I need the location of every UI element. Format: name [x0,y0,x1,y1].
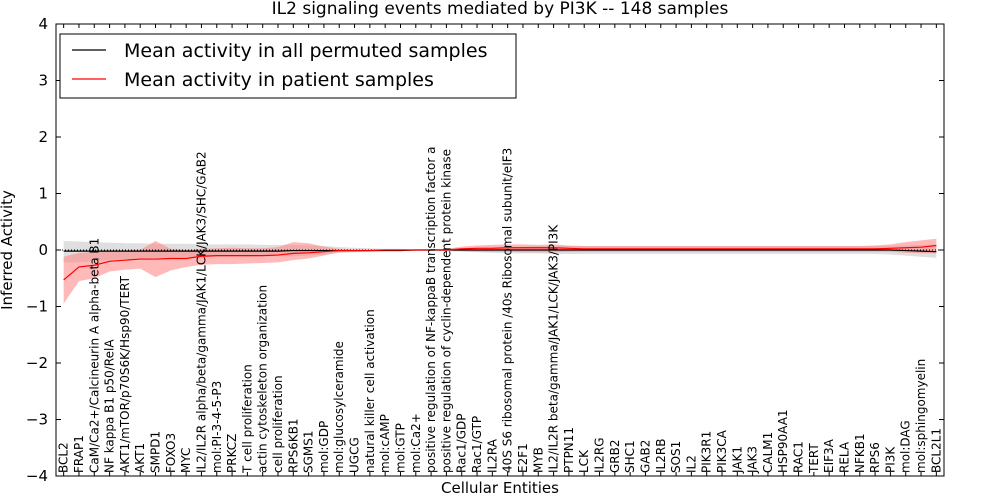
y-tick-label: 4 [38,15,48,33]
x-tick-label: IL2/IL2R alpha/beta/gamma/JAK1/LCK/JAK3/… [194,151,208,473]
x-tick-label: EIF3A [822,438,836,473]
y-tick-label: −4 [26,467,48,485]
x-tick-label: PRKCZ [225,434,239,473]
x-axis-label: Cellular Entities [441,479,559,497]
x-tick-label: NF kappa B1 p50/RelA [103,339,117,473]
x-tick-label: SGMS1 [302,430,316,473]
x-tick-label: RELA [837,441,851,473]
x-tick-label: IL2RA [485,438,499,473]
x-tick-label: MYB [531,447,545,473]
x-tick-label: T cell proliferation [240,364,254,474]
x-tick-label: PIK3R1 [700,431,714,473]
y-axis-label: Inferred Activity [0,190,16,310]
x-tick-label: mol:GDP [317,421,331,473]
series-line-1 [63,244,937,281]
x-tick-label: RAC1 [792,441,806,473]
x-tick-label: GRB2 [608,439,622,473]
x-tick-label: BCL2L1 [929,428,943,473]
x-tick-label: positive regulation of NF-kappaB transcr… [424,147,438,473]
x-tick-label: HSP90AA1 [776,409,790,473]
x-tick-label: LCK [577,449,591,473]
x-tick-label: RPS6KB1 [286,418,300,473]
x-tick-label: mol:sphingomyelin [914,359,928,473]
x-tick-label: IL2RB [654,439,668,473]
x-tick-label: positive regulation of cyclin-dependent … [439,149,453,473]
x-tick-labels: BCL2 FRAP1 CaM/Ca2+/Calcineurin A alpha-be… [57,147,944,474]
y-tick-label: −1 [26,298,48,316]
x-tick-label: mol:glucosylceramide [332,341,346,473]
y-tick-label: 2 [38,128,48,146]
x-tick-label: Rac1/GDP [455,414,469,473]
x-tick-label: mol:Ca2+ [409,413,423,473]
x-tick-label: mol:GTP [393,423,407,473]
x-tick-label: PIK3CA [715,429,729,473]
x-tick-label: FRAP1 [72,435,86,473]
series-line-0 [63,249,937,253]
x-tick-label: UGCG [348,437,362,473]
y-tick-label: 0 [38,241,48,259]
x-tick-label: E2F1 [516,443,530,473]
x-tick-label: GAB2 [638,440,652,473]
y-tick-label: 3 [38,72,48,90]
x-tick-label: JAK1 [730,446,744,474]
legend-label-patient: Mean activity in patient samples [124,69,434,91]
x-tick-label: AKT1 [133,443,147,473]
x-tick-label: CALM1 [761,432,775,473]
x-tick-label: RPS6 [868,442,882,473]
x-tick-label: CaM/Ca2+/Calcineurin A alpha-beta B1 [87,238,101,473]
x-tick-label: PI3K [883,446,897,473]
x-tick-label: MYC [179,448,193,473]
x-tick-label: FOXO3 [164,433,178,473]
x-tick-label: 40S S6 ribosomal protein /40s Ribosomal … [501,148,515,473]
x-tick-label: SMPD1 [149,431,163,473]
x-tick-label: mol:PI-3-4-5-P3 [210,381,224,473]
x-tick-label: AKT1/mTOR/p70S6K/Hsp90/TERT [118,275,132,473]
x-tick-label: IL2RG [593,438,607,474]
legend-label-permuted: Mean activity in all permuted samples [124,40,487,62]
x-tick-label: mol:DAG [899,420,913,473]
x-tick-label: TERT [807,443,821,474]
legend-box [59,33,517,99]
y-tick-label: −2 [26,354,48,372]
x-tick-label: mol:cAMP [378,414,392,473]
series-lines [56,244,944,281]
y-axis: 4 3 2 1 0 −1 −2 −3 −4 [26,15,944,485]
legend: Mean activity in all permuted samples Me… [59,33,517,99]
x-tick-label: natural killer cell activation [363,309,377,473]
x-tick-label: Rac1/GTP [470,416,484,473]
x-tick-label: JAK3 [746,446,760,474]
x-tick-label: SHC1 [623,440,637,473]
y-tick-label: −3 [26,411,48,429]
x-tick-label: cell proliferation [271,375,285,473]
x-tick-label: IL2 [684,455,698,473]
x-tick-label: SOS1 [669,441,683,473]
chart-title: IL2 signaling events mediated by PI3K --… [272,0,729,19]
x-tick-label: BCL2 [57,442,71,473]
x-tick-label: actin cytoskeleton organization [256,285,270,473]
x-tick-label: IL2/IL2R beta/gamma/JAK1/LCK/JAK3/PI3K [547,224,561,473]
x-tick-label: PTPN11 [562,427,576,473]
x-tick-label: NFKB1 [853,433,867,473]
y-tick-label: 1 [38,185,48,203]
